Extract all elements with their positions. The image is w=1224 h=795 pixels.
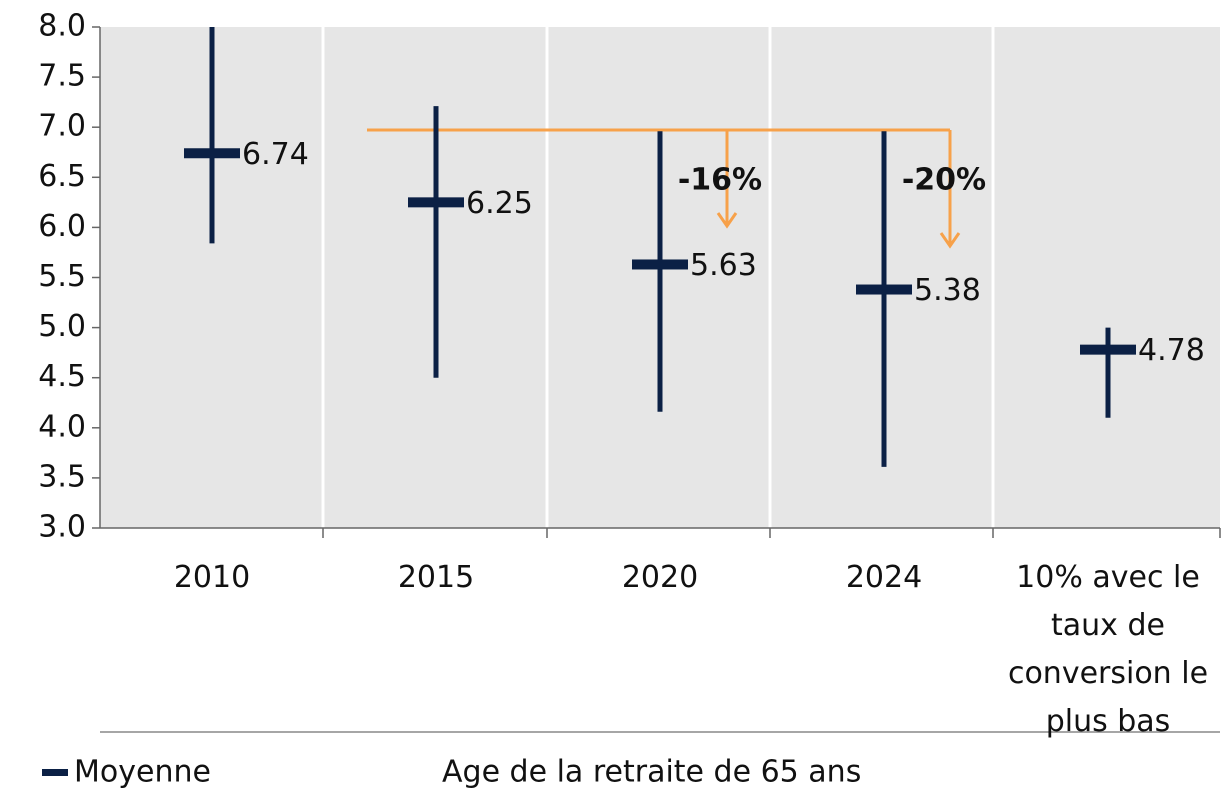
x-ticks (322, 528, 1221, 538)
y-tick-label: 4.5 (38, 359, 86, 394)
x-tick-label: 2015 (397, 560, 475, 595)
x-tick-label: 2024 (845, 560, 923, 595)
mean-marker (1080, 344, 1136, 355)
y-tick-label: 5.5 (38, 259, 86, 294)
legend-label: Moyenne (74, 755, 211, 790)
y-tick-label: 4.0 (38, 409, 86, 444)
bracket (367, 128, 961, 249)
mean-marker (408, 197, 464, 208)
x-tick-label: 2020 (621, 560, 699, 595)
y-tick-label: 7.0 (38, 109, 86, 144)
mean-marker (856, 284, 912, 295)
data-label: 6.25 (466, 186, 533, 221)
data-label: 5.38 (914, 273, 981, 308)
data-label: 5.63 (690, 248, 757, 283)
x-tick-label: 2010 (173, 560, 251, 595)
y-tick-label: 6.0 (38, 209, 86, 244)
y-tick-label: 8.0 (38, 9, 86, 44)
y-tick-label: 7.5 (38, 59, 86, 94)
note: Age de la retraite de 65 ans (442, 755, 861, 790)
legend-swatch (42, 769, 68, 776)
y-tick-label: 3.5 (38, 459, 86, 494)
data-label: 4.78 (1138, 333, 1205, 368)
mean-marker (632, 259, 688, 270)
x-tick-label: 10% avec le taux de conversion le plus b… (1007, 560, 1209, 739)
band-separators (321, 27, 995, 528)
data-label: 6.74 (242, 137, 309, 172)
y-tick-label: 6.5 (38, 159, 86, 194)
y-tick-label: 3.0 (38, 510, 86, 545)
y-tick-label: 5.0 (38, 309, 86, 344)
mean-marker (184, 148, 240, 159)
annotation: -16% (678, 163, 762, 198)
annotation: -20% (902, 163, 986, 198)
